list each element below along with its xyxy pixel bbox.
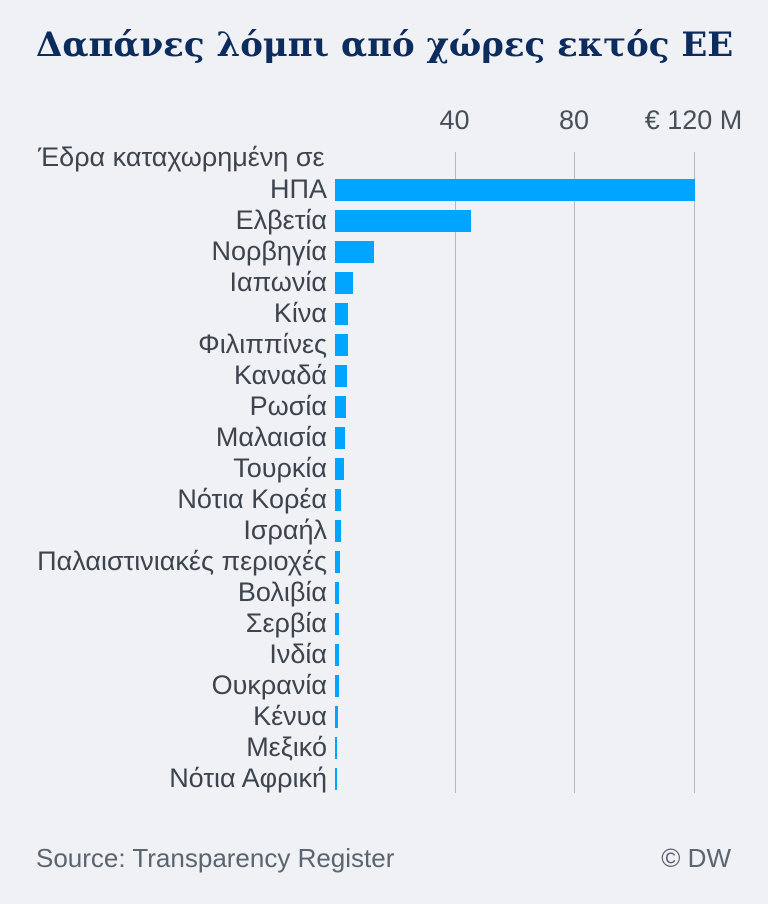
chart-title: Δαπάνες λόμπι από χώρες εκτός ΕΕ [36, 25, 734, 65]
category-label: ΗΠΑ [269, 174, 327, 204]
table-row: Ελβετία [0, 205, 768, 236]
category-label: Ουκρανία [211, 670, 327, 700]
bar [335, 767, 338, 790]
table-row: Ρωσία [0, 391, 768, 422]
category-label: Μεξικό [246, 732, 327, 762]
copyright-text: © DW [661, 843, 731, 873]
category-label: Νορβηγία [211, 236, 327, 266]
bar [335, 736, 338, 759]
gridline [574, 152, 575, 793]
category-label: Νότια Αφρική [169, 763, 327, 793]
table-row: Μαλαισία [0, 422, 768, 453]
bar [335, 674, 339, 697]
bar [335, 581, 340, 604]
category-label: Βολιβία [237, 577, 327, 607]
category-label: Ελβετία [235, 205, 327, 235]
category-label: Ρωσία [249, 391, 327, 421]
bar [335, 457, 345, 480]
table-row: Κίνα [0, 298, 768, 329]
table-row: Σερβία [0, 608, 768, 639]
gridline [454, 152, 456, 793]
bar [335, 240, 375, 263]
category-label: Κένυα [253, 701, 327, 731]
category-label: Τουρκία [233, 453, 327, 483]
bar [335, 333, 348, 356]
gridline [693, 152, 695, 793]
table-row: ΗΠΑ [0, 174, 768, 205]
table-row: Βολιβία [0, 577, 768, 608]
bar [335, 519, 341, 542]
bar [335, 426, 345, 449]
category-label: Ινδία [269, 639, 327, 669]
table-row: Ουκρανία [0, 670, 768, 701]
table-row: Τουρκία [0, 453, 768, 484]
bar [335, 395, 347, 418]
bar [335, 271, 354, 294]
table-row: Νότια Κορέα [0, 484, 768, 515]
bar [335, 488, 342, 511]
bar [335, 364, 347, 387]
table-row: Νορβηγία [0, 236, 768, 267]
bar [335, 612, 340, 635]
bar [335, 705, 338, 728]
category-label: Νότια Κορέα [177, 484, 327, 514]
axis-header-label: Έδρα καταχωρημένη σε [38, 142, 325, 172]
table-row: Ινδία [0, 639, 768, 670]
source-text: Source: Transparency Register [36, 843, 395, 873]
footer: Source: Transparency Register © DW [36, 842, 731, 874]
category-label: Ιαπωνία [229, 267, 327, 297]
table-row: Νότια Αφρική [0, 763, 768, 794]
category-label: Ισραήλ [243, 515, 327, 545]
table-row: Φιλιππίνες [0, 329, 768, 360]
x-tick-label: € 120 M [644, 105, 743, 135]
table-row: Μεξικό [0, 732, 768, 763]
bar [335, 209, 471, 232]
category-label: Σερβία [245, 608, 327, 638]
x-tick-label: 80 [558, 105, 590, 135]
table-row: Παλαιστινιακές περιοχές [0, 546, 768, 577]
x-tick-label: 40 [439, 105, 470, 135]
table-row: Ιαπωνία [0, 267, 768, 298]
bar [335, 302, 348, 325]
bar [335, 550, 341, 573]
table-row: Καναδά [0, 360, 768, 391]
category-label: Φιλιππίνες [198, 329, 327, 359]
table-row: Κένυα [0, 701, 768, 732]
table-row: Ισραήλ [0, 515, 768, 546]
chart-rows: ΗΠΑ Ελβετία Νορβηγία Ιαπωνία Κίνα Φιλιππίνες Κ… [0, 174, 768, 794]
bar [335, 178, 695, 201]
category-label: Κίνα [273, 298, 327, 328]
category-label: Μαλαισία [215, 422, 327, 452]
category-label: Παλαιστινιακές περιοχές [37, 546, 327, 576]
category-label: Καναδά [233, 360, 327, 390]
bar [335, 643, 339, 666]
